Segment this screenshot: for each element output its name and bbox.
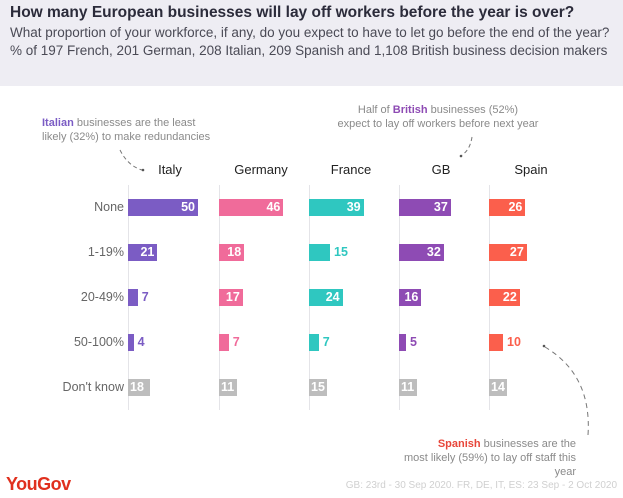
annotation-italy: Italian businesses are the least likely … [42, 116, 242, 144]
bar [309, 244, 330, 261]
chart-title: How many European businesses will lay of… [10, 4, 575, 21]
bar [219, 289, 243, 306]
arrow-spain [544, 346, 589, 436]
data-label: 18 [227, 245, 242, 259]
annotation-gb-prefix: Half of [357, 104, 393, 116]
arrow-gb [461, 136, 473, 156]
bar [219, 379, 237, 396]
bar [399, 244, 444, 261]
bar [128, 289, 138, 306]
bar [309, 334, 319, 351]
data-label: 39 [346, 200, 361, 214]
data-label: 15 [334, 245, 348, 259]
bar [489, 244, 527, 261]
header-panel: How many European businesses will lay of… [0, 0, 623, 86]
row-label-2: 20-49% [80, 290, 124, 304]
data-label: 5 [410, 335, 417, 349]
data-label: 22 [502, 290, 517, 304]
column-header-gb: GB [431, 162, 451, 177]
data-label: 18 [130, 380, 144, 394]
row-label-3: 50-100% [73, 335, 124, 349]
data-label: 11 [221, 380, 235, 394]
bar [128, 379, 150, 396]
column-header-spain: Spain [514, 162, 548, 177]
data-label: 21 [140, 245, 155, 259]
bar [399, 379, 417, 396]
bar [219, 199, 284, 216]
data-label: 7 [232, 335, 240, 349]
arrow-spain-head [542, 344, 546, 348]
data-label: 27 [509, 245, 524, 259]
bar [128, 244, 158, 261]
footer-dates: GB: 23rd - 30 Sep 2020. FR, DE, IT, ES: … [345, 480, 617, 491]
row-label-0: None [94, 200, 124, 214]
bar [219, 334, 229, 351]
arrow-italy [119, 149, 143, 171]
bar [219, 244, 245, 261]
annotation-spain-line2: most likely (59%) to lay off staff this … [404, 452, 576, 478]
data-label: 37 [433, 200, 448, 214]
arrow-gb-head [459, 154, 463, 158]
bar [489, 199, 526, 216]
data-label: 7 [322, 335, 330, 349]
column-header-germany: Germany [234, 162, 288, 177]
data-label: 11 [401, 380, 415, 394]
yougov-logo: YouGov [6, 474, 71, 494]
data-label: 14 [491, 380, 505, 394]
arrow-italy-head [141, 168, 145, 172]
chart-subtitle: What proportion of your workforce, if an… [10, 25, 610, 58]
bar [489, 379, 507, 396]
annotation-italy-line1: businesses are the least [73, 117, 196, 129]
bar [309, 379, 327, 396]
annotation-gb: Half of British businesses (52%) expect … [318, 103, 558, 131]
data-label: 16 [404, 290, 419, 304]
annotation-gb-highlight: British [392, 104, 428, 116]
bar [399, 334, 406, 351]
data-label: 17 [225, 290, 240, 304]
bar [489, 334, 503, 351]
data-label: 4 [137, 335, 145, 349]
data-label: 7 [141, 290, 149, 304]
annotation-spain-highlight: Spanish [437, 438, 481, 450]
data-label: 46 [266, 200, 281, 214]
bar [489, 289, 520, 306]
annotation-gb-line1: businesses (52%) [427, 104, 519, 116]
data-label: 32 [426, 245, 441, 259]
annotation-italy-highlight: Italian [42, 117, 74, 129]
bar [128, 334, 134, 351]
annotation-gb-line2: expect to lay off workers before next ye… [337, 118, 539, 130]
data-label: 24 [325, 290, 340, 304]
data-label: 15 [311, 380, 325, 394]
column-header-france: France [330, 162, 372, 177]
bar [309, 289, 343, 306]
bar [309, 199, 364, 216]
annotation-spain-line1: businesses are the [480, 438, 576, 450]
annotation-spain: Spanish businesses are the most likely (… [380, 437, 576, 479]
row-label-1: 1-19% [87, 245, 124, 259]
bar [128, 199, 198, 216]
bar [399, 199, 451, 216]
bar [399, 289, 422, 306]
row-label-4: Don't know [62, 380, 124, 394]
column-header-italy: Italy [158, 162, 182, 177]
annotation-italy-line2: likely (32%) to make redundancies [42, 131, 211, 143]
data-label: 50 [181, 200, 195, 214]
data-label: 10 [507, 335, 521, 349]
data-label: 26 [508, 200, 523, 214]
